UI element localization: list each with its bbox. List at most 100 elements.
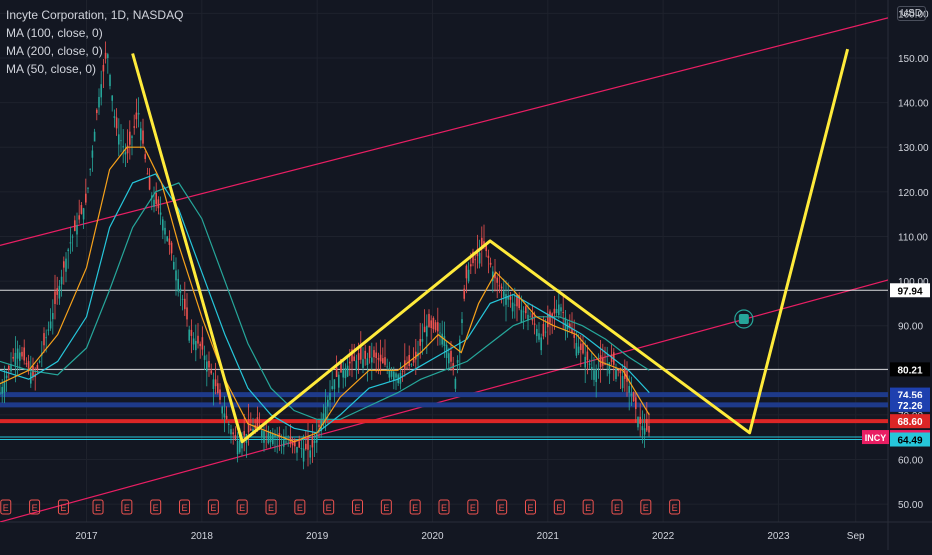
candle-body — [232, 432, 234, 435]
candle-body — [164, 227, 166, 235]
price-tick-label: 60.00 — [898, 456, 923, 467]
candle-body — [498, 285, 501, 287]
ma-200-line[interactable] — [0, 182, 650, 420]
currency-badge[interactable]: USD — [896, 6, 926, 21]
candle-body — [71, 236, 74, 238]
price-tick-label: 130.00 — [898, 143, 929, 154]
channel-line-1[interactable] — [0, 17, 888, 246]
candle-body — [10, 364, 12, 372]
candle-body — [58, 285, 61, 299]
price-label-64.49: 64.49 — [897, 436, 922, 447]
indicator-ma-100[interactable]: MA (100, close, 0) — [6, 26, 103, 40]
earnings-marker[interactable] — [640, 499, 652, 515]
earnings-marker[interactable] — [179, 499, 191, 515]
price-label-72.26: 72.26 — [897, 401, 922, 412]
ma-50-line[interactable] — [0, 146, 650, 443]
candle-body — [465, 265, 468, 279]
earnings-marker[interactable] — [438, 499, 450, 515]
price-tick-label: 90.00 — [898, 322, 923, 333]
time-tick-label: Sep — [847, 531, 865, 542]
candle-body — [624, 366, 626, 379]
earnings-marker-label: E — [124, 503, 130, 513]
ma-100-line[interactable] — [0, 173, 650, 434]
candle-body — [448, 353, 450, 364]
candle-body — [386, 366, 388, 368]
candle-body — [96, 109, 98, 114]
symbol-tag[interactable]: INCY — [865, 433, 887, 443]
earnings-marker[interactable] — [57, 499, 69, 515]
candle-body — [137, 113, 140, 115]
indicator-ma-200[interactable]: MA (200, close, 0) — [6, 44, 103, 58]
candle-body — [599, 355, 602, 367]
earnings-marker[interactable] — [380, 499, 392, 515]
earnings-marker-label: E — [60, 503, 66, 513]
yellow-pattern-path[interactable] — [131, 48, 850, 444]
price-tick-label: 160.00 — [898, 9, 929, 20]
indicator-ma-50[interactable]: MA (50, close, 0) — [6, 62, 97, 76]
candle-body — [536, 328, 538, 337]
candle-body — [597, 367, 600, 369]
candle-body — [74, 220, 76, 231]
candle-body — [52, 313, 54, 320]
earnings-marker[interactable] — [236, 499, 248, 515]
candle-body — [461, 319, 463, 324]
candle-body — [357, 353, 360, 361]
earnings-marker[interactable] — [496, 499, 508, 515]
candle-body — [586, 351, 589, 361]
earnings-marker[interactable] — [92, 499, 104, 515]
earnings-marker[interactable] — [524, 499, 536, 515]
candle-body — [14, 352, 17, 365]
candle-body — [190, 329, 193, 336]
candle-body — [364, 350, 366, 359]
earnings-marker[interactable] — [294, 499, 306, 515]
candle-body — [1, 386, 3, 394]
candle-body — [643, 428, 646, 435]
candle-body — [302, 448, 305, 462]
candle-body — [300, 448, 303, 449]
candle-body — [522, 311, 525, 313]
candle-body — [210, 370, 212, 374]
earnings-marker[interactable] — [207, 499, 219, 515]
price-label-80.21: 80.21 — [897, 365, 922, 376]
earnings-marker-label: E — [32, 503, 38, 513]
candle-body — [648, 426, 650, 433]
candle-body — [181, 298, 184, 300]
earnings-marker[interactable] — [121, 499, 133, 515]
candle-body — [305, 443, 307, 450]
earnings-marker[interactable] — [352, 499, 364, 515]
earnings-marker[interactable] — [265, 499, 277, 515]
earnings-marker[interactable] — [409, 499, 421, 515]
candle-body — [276, 436, 278, 438]
earnings-marker[interactable] — [29, 499, 41, 515]
candle-body — [569, 323, 571, 328]
earnings-marker[interactable] — [0, 499, 12, 515]
earnings-marker[interactable] — [582, 499, 594, 515]
earnings-marker[interactable] — [467, 499, 479, 515]
candle-body — [470, 264, 472, 267]
earnings-marker[interactable] — [150, 499, 162, 515]
candle-body — [591, 367, 593, 370]
candle-body — [632, 392, 635, 402]
candle-body — [338, 374, 340, 388]
candle-body — [228, 424, 230, 426]
candle-body — [296, 446, 298, 453]
candle-body — [527, 314, 529, 321]
time-tick-label: 2022 — [652, 531, 675, 542]
candle-body — [188, 329, 190, 341]
earnings-marker[interactable] — [323, 499, 335, 515]
candle-body — [67, 249, 69, 252]
candle-body — [639, 416, 641, 424]
earnings-marker[interactable] — [611, 499, 623, 515]
candle-body — [269, 432, 272, 443]
candle-body — [135, 112, 138, 120]
candle-body — [507, 296, 509, 300]
checkbox-icon[interactable] — [738, 314, 749, 324]
note-circle-icon[interactable] — [734, 309, 754, 329]
candle-body — [201, 337, 204, 350]
earnings-marker[interactable] — [669, 499, 681, 515]
candle-body — [93, 131, 96, 142]
earnings-marker[interactable] — [553, 499, 565, 515]
candle-body — [514, 304, 516, 306]
